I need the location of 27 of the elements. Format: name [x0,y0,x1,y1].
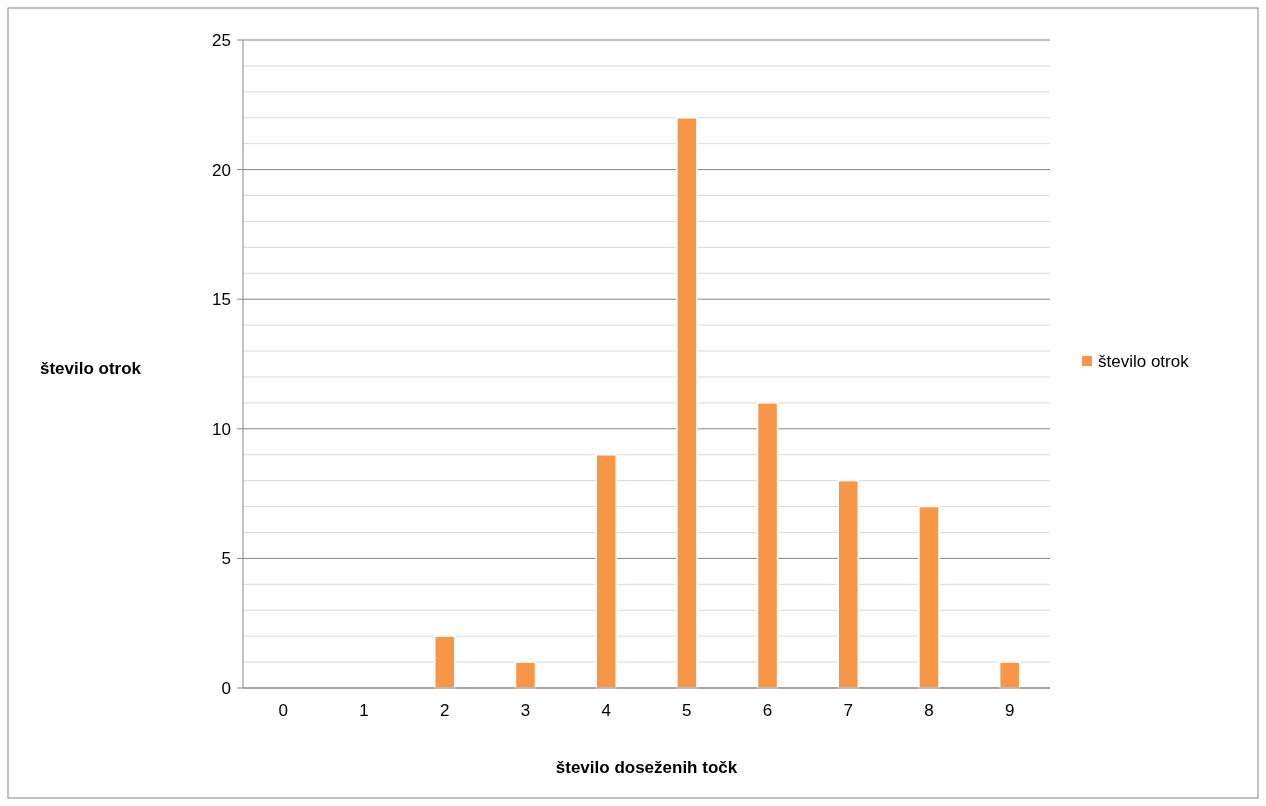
bar [998,661,1021,689]
y-tick-label: 15 [212,290,231,310]
legend-label: število otrok [1098,351,1190,371]
x-tick-label: 4 [601,701,611,720]
x-tick-label: 9 [1004,701,1015,720]
y-tick-label: 10 [212,419,231,439]
bar [434,635,456,689]
x-tick-label: 7 [843,701,853,720]
bar [676,117,698,689]
x-tick-label: 6 [762,701,773,720]
bar [514,661,537,689]
y-axis-title: število otrok [40,359,142,378]
bar [918,505,940,689]
x-tick-label: 3 [520,701,531,720]
x-tick-label: 2 [440,701,450,720]
y-tick-label: 25 [212,30,231,50]
x-tick-label: 5 [682,701,692,720]
x-tick-label: 1 [359,701,369,720]
bar [756,402,779,689]
bar [595,453,617,689]
x-tick-label: 8 [924,701,934,720]
bar [837,479,859,689]
y-tick-label: 5 [221,549,231,569]
y-tick-label: 0 [221,678,231,698]
y-tick-label: 20 [212,160,231,180]
x-tick-label: 0 [278,701,289,720]
x-axis-title: število doseženih točk [555,758,738,777]
